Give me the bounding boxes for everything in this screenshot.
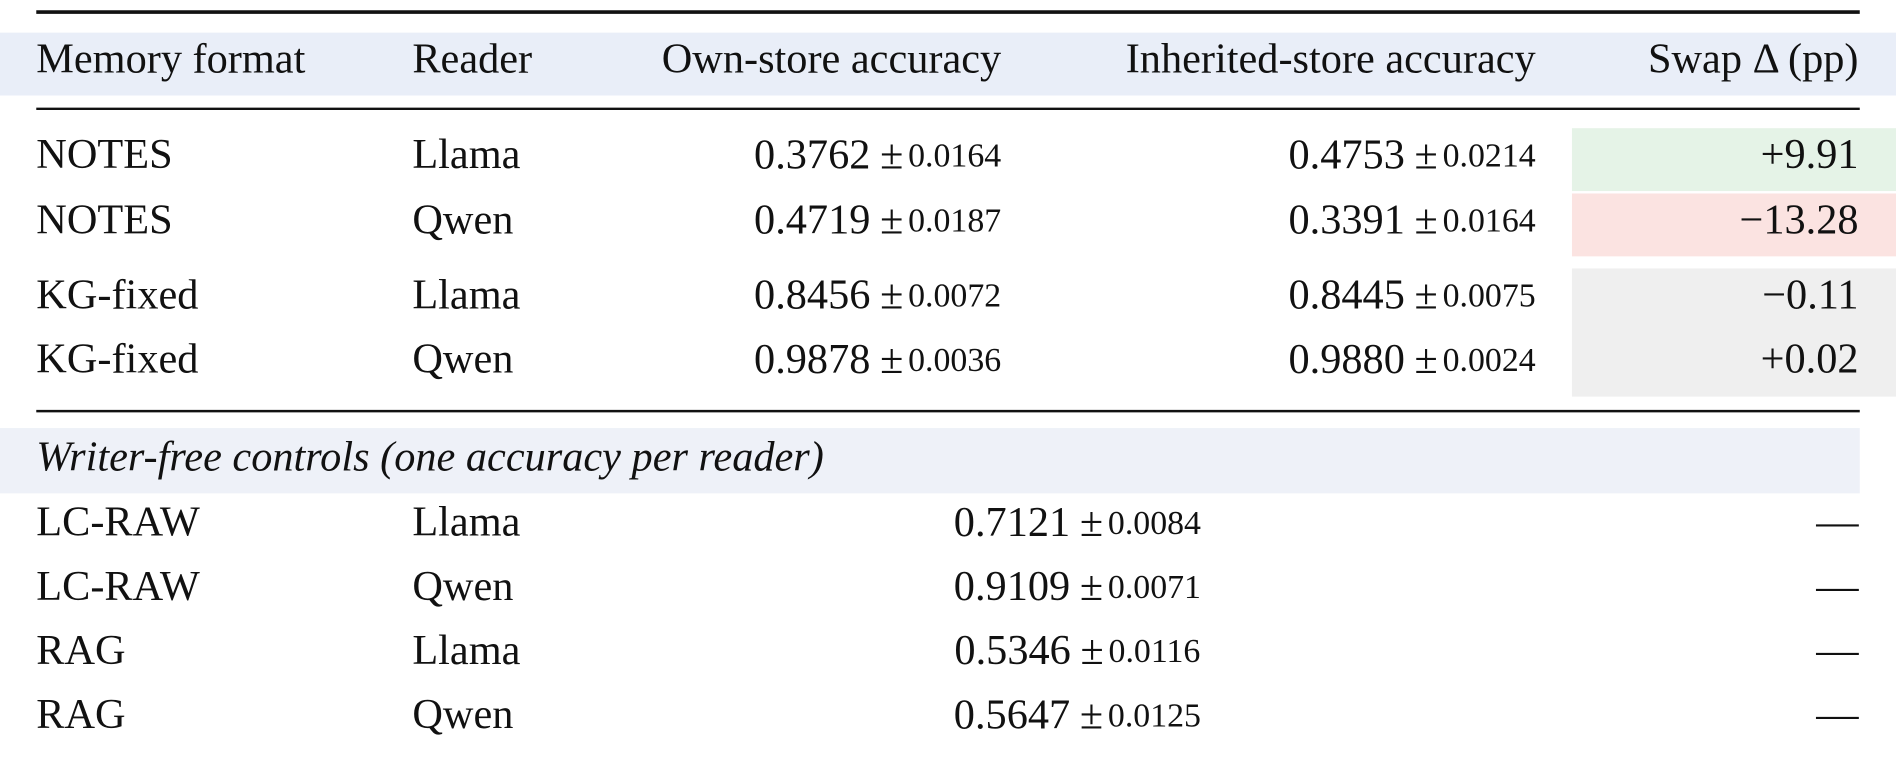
section-band [0, 428, 1860, 494]
format-cell: RAG [36, 691, 125, 738]
sd: 0.0024 [1443, 342, 1536, 379]
sd: 0.0071 [1108, 569, 1201, 606]
plus-minus: ± [880, 196, 903, 243]
reader-cell: Llama [412, 271, 520, 318]
section-label: Writer-free controls (one accuracy per r… [36, 433, 824, 480]
format-cell: KG-fixed [36, 271, 198, 318]
mean: 0.7121 [954, 499, 1070, 546]
swap-cell: −0.11 [1762, 271, 1858, 318]
mean: 0.3391 [1289, 196, 1405, 243]
plus-minus: ± [1080, 691, 1103, 738]
sd: 0.0214 [1443, 137, 1536, 174]
format-cell: LC-RAW [36, 499, 200, 546]
swap-cell: — [1815, 499, 1859, 546]
positive-highlight [1571, 128, 1896, 192]
swap-cell: +0.02 [1761, 335, 1859, 382]
accuracy-cell: 0.3391 ±0.0164 [1289, 196, 1536, 243]
header-cell: Swap Δ (pp) [1648, 36, 1859, 83]
accuracy-cell: 0.3762 ±0.0164 [754, 131, 1001, 178]
accuracy-cell: 0.5346 ±0.0116 [954, 627, 1200, 674]
accuracy-cell: 0.9109 ±0.0071 [954, 563, 1201, 610]
plus-minus: ± [1080, 627, 1103, 674]
format-cell: NOTES [36, 196, 172, 243]
accuracy-cell: 0.9878 ±0.0036 [754, 335, 1001, 382]
sd: 0.0075 [1443, 277, 1536, 314]
sd: 0.0116 [1109, 633, 1201, 670]
reader-cell: Llama [412, 499, 520, 546]
swap-cell: +9.91 [1761, 131, 1859, 178]
accuracy-cell: 0.8456 ±0.0072 [754, 271, 1001, 318]
header-cell: Memory format [36, 36, 305, 83]
format-cell: LC-RAW [36, 563, 200, 610]
plus-minus: ± [880, 131, 903, 178]
plus-minus: ± [1080, 499, 1103, 546]
reader-cell: Qwen [412, 335, 513, 382]
swap-cell: — [1815, 691, 1859, 738]
reader-cell: Qwen [412, 691, 513, 738]
plus-minus: ± [880, 271, 903, 318]
reader-cell: Qwen [412, 196, 513, 243]
plus-minus: ± [1080, 563, 1103, 610]
format-cell: NOTES [36, 131, 172, 178]
sd: 0.0036 [908, 342, 1001, 379]
sd: 0.0187 [908, 202, 1001, 239]
negative-highlight [1571, 193, 1896, 257]
mean: 0.9880 [1289, 335, 1405, 382]
mean: 0.4719 [754, 196, 870, 243]
swap-cell: — [1815, 563, 1859, 610]
sd: 0.0072 [908, 277, 1001, 314]
accuracy-cell: 0.9880 ±0.0024 [1289, 335, 1536, 382]
mean: 0.3762 [754, 131, 870, 178]
plus-minus: ± [880, 335, 903, 382]
mean: 0.9109 [954, 563, 1070, 610]
mean: 0.9878 [754, 335, 870, 382]
neutral-highlight [1571, 268, 1896, 397]
swap-cell: — [1815, 627, 1859, 674]
format-cell: KG-fixed [36, 335, 198, 382]
mean: 0.5647 [954, 691, 1070, 738]
sd: 0.0125 [1108, 697, 1201, 734]
header-cell: Reader [412, 36, 532, 83]
mean: 0.5346 [954, 627, 1070, 674]
table-body: Memory format Reader Own-store accuracy Inh… [0, 10, 1896, 738]
mean: 0.4753 [1289, 131, 1405, 178]
reader-cell: Qwen [412, 563, 513, 610]
reader-cell: Llama [412, 627, 520, 674]
swap-cell: −13.28 [1739, 196, 1858, 243]
header-cell: Inherited-store accuracy [1126, 36, 1536, 83]
sd: 0.0164 [908, 137, 1001, 174]
accuracy-cell: 0.4719 ±0.0187 [754, 196, 1001, 243]
sd: 0.0084 [1108, 505, 1201, 542]
plus-minus: ± [1415, 271, 1438, 318]
plus-minus: ± [1415, 196, 1438, 243]
reader-cell: Llama [412, 131, 520, 178]
header-band [0, 32, 1896, 96]
accuracy-cell: 0.5647 ±0.0125 [954, 691, 1201, 738]
format-cell: RAG [36, 627, 125, 674]
sd: 0.0164 [1443, 202, 1536, 239]
mean: 0.8456 [754, 271, 870, 318]
header-cell: Own-store accuracy [662, 36, 1001, 83]
accuracy-cell: 0.4753 ±0.0214 [1289, 131, 1536, 178]
mean: 0.8445 [1289, 271, 1405, 318]
accuracy-cell: 0.7121 ±0.0084 [954, 499, 1201, 546]
plus-minus: ± [1415, 335, 1438, 382]
accuracy-cell: 0.8445 ±0.0075 [1289, 271, 1536, 318]
plus-minus: ± [1415, 131, 1438, 178]
